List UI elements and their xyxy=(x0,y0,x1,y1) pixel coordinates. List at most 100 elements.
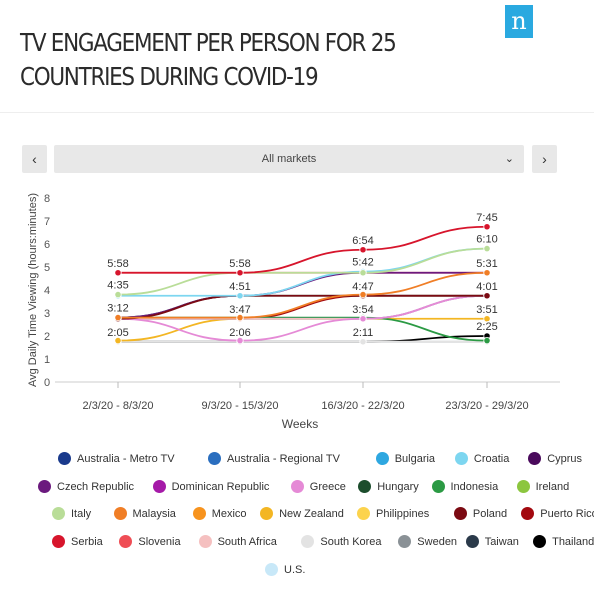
legend-label: Thailand xyxy=(552,535,594,548)
y-tick-label: 0 xyxy=(44,377,50,389)
x-tick-label: 16/3/20 - 22/3/20 xyxy=(321,400,404,412)
legend-label: Philippines xyxy=(376,507,430,520)
legend-item[interactable]: Italy xyxy=(52,507,91,520)
series-line xyxy=(117,294,487,320)
legend-item[interactable]: Serbia xyxy=(52,535,103,548)
series-line xyxy=(117,247,488,296)
legend-item[interactable]: Mexico xyxy=(192,507,247,520)
legend-item[interactable]: Malaysia xyxy=(113,507,176,520)
legend-swatch xyxy=(533,535,547,548)
data-point xyxy=(483,269,491,277)
legend-item[interactable]: Poland xyxy=(453,507,508,520)
legend-item[interactable]: Greece xyxy=(290,480,346,493)
legend-swatch xyxy=(52,507,65,520)
data-point xyxy=(114,337,122,345)
legend-item[interactable]: Slovenia xyxy=(119,535,181,548)
market-selector[interactable]: All markets ⌄ xyxy=(54,145,524,173)
legend-label: U.S. xyxy=(284,563,306,576)
legend-swatch xyxy=(38,480,51,493)
previous-button[interactable]: ‹ xyxy=(22,145,47,173)
chevron-left-icon: ‹ xyxy=(32,151,37,167)
legend-item[interactable]: Indonesia xyxy=(431,480,499,493)
chevron-right-icon: › xyxy=(542,151,547,167)
legend-label: Italy xyxy=(71,507,92,520)
x-tick-label: 2/3/20 - 8/3/20 xyxy=(83,400,154,412)
legend-label: Mexico xyxy=(211,507,247,520)
legend-item[interactable]: Philippines xyxy=(357,507,429,520)
legend-item[interactable]: South Korea xyxy=(301,535,382,548)
x-tick-label: 23/3/20 - 29/3/20 xyxy=(445,400,528,412)
legend-label: Hungary xyxy=(377,480,419,493)
series-line xyxy=(117,294,488,342)
data-point xyxy=(114,314,122,322)
data-label: 2:11 xyxy=(353,327,374,339)
legend-swatch xyxy=(375,452,389,465)
legend-label: Malaysia xyxy=(132,507,176,520)
data-label: 3:54 xyxy=(352,304,373,316)
data-label: 3:12 xyxy=(107,303,128,315)
legend-item[interactable]: Thailand xyxy=(533,535,594,548)
legend-swatch xyxy=(198,535,212,548)
y-tick-label: 8 xyxy=(44,193,50,205)
legend-swatch xyxy=(521,507,535,520)
legend-item[interactable]: Australia - Metro TV xyxy=(58,452,175,465)
legend-swatch xyxy=(152,480,166,493)
data-point xyxy=(483,245,491,253)
series-line xyxy=(117,225,488,274)
line-chart: 0 1 2 3 4 5 6 7 8 2/3/20 - 8/3/20 9/3/20 - 15/3/20… xyxy=(27,193,560,431)
logo-letter: n xyxy=(511,7,527,35)
legend-label: Indonesia xyxy=(450,480,499,493)
legend-label: Poland xyxy=(472,507,508,520)
legend-swatch xyxy=(301,535,315,548)
legend-label: South Africa xyxy=(217,535,277,548)
legend-item[interactable]: South Africa xyxy=(198,535,277,548)
y-tick-label: 4 xyxy=(44,285,50,297)
data-point xyxy=(483,292,491,300)
data-point xyxy=(483,315,491,323)
data-point xyxy=(236,269,244,277)
data-label: 7:45 xyxy=(476,212,497,224)
divider xyxy=(0,112,594,113)
legend-swatch xyxy=(290,480,304,493)
legend-item[interactable]: Hungary xyxy=(358,480,419,493)
legend-swatch xyxy=(398,535,412,548)
x-tick-label: 9/3/20 - 15/3/20 xyxy=(201,400,278,412)
legend-label: Taiwan xyxy=(484,535,519,548)
legend-item[interactable]: Puerto Rico xyxy=(521,507,594,520)
series-line xyxy=(118,271,488,319)
legend-label: Ireland xyxy=(535,480,570,493)
data-label: 4:51 xyxy=(229,281,250,293)
legend-label: Slovenia xyxy=(138,535,181,548)
legend-swatch xyxy=(357,507,370,520)
legend-label: Cyprus xyxy=(547,452,583,465)
legend-item[interactable]: Dominican Republic xyxy=(152,480,269,493)
y-tick-label: 7 xyxy=(44,216,50,228)
legend-item[interactable]: Croatia xyxy=(454,452,509,465)
legend-label: Czech Republic xyxy=(57,480,135,493)
data-label: 2:06 xyxy=(229,327,250,339)
legend-swatch xyxy=(192,507,206,520)
nielsen-logo: n xyxy=(505,5,533,38)
legend-item[interactable]: Ireland xyxy=(516,480,570,493)
legend-item[interactable]: Bulgaria xyxy=(375,452,436,465)
data-point xyxy=(359,315,367,323)
legend-item[interactable]: U.S. xyxy=(265,563,305,576)
data-label: 6:10 xyxy=(476,234,497,246)
legend-item[interactable]: Australia - Regional TV xyxy=(208,452,340,465)
data-label: 3:51 xyxy=(476,304,497,316)
data-point xyxy=(483,223,491,231)
legend-swatch xyxy=(58,452,71,465)
data-point xyxy=(483,337,491,345)
legend-item[interactable]: Czech Republic xyxy=(38,480,134,493)
data-point xyxy=(236,292,244,300)
legend-label: Bulgaria xyxy=(394,452,436,465)
legend-swatch xyxy=(528,452,542,465)
data-label: 5:58 xyxy=(229,258,250,270)
legend-item[interactable]: Sweden xyxy=(398,535,457,548)
legend-item[interactable]: Cyprus xyxy=(528,452,582,465)
next-button[interactable]: › xyxy=(532,145,557,173)
legend-label: Australia - Metro TV xyxy=(77,452,175,465)
legend-item[interactable]: New Zealand xyxy=(260,507,344,520)
chart-title: TV ENGAGEMENT PER PERSON FOR 25 COUNTRIE… xyxy=(20,28,397,91)
legend-item[interactable]: Taiwan xyxy=(465,535,519,548)
